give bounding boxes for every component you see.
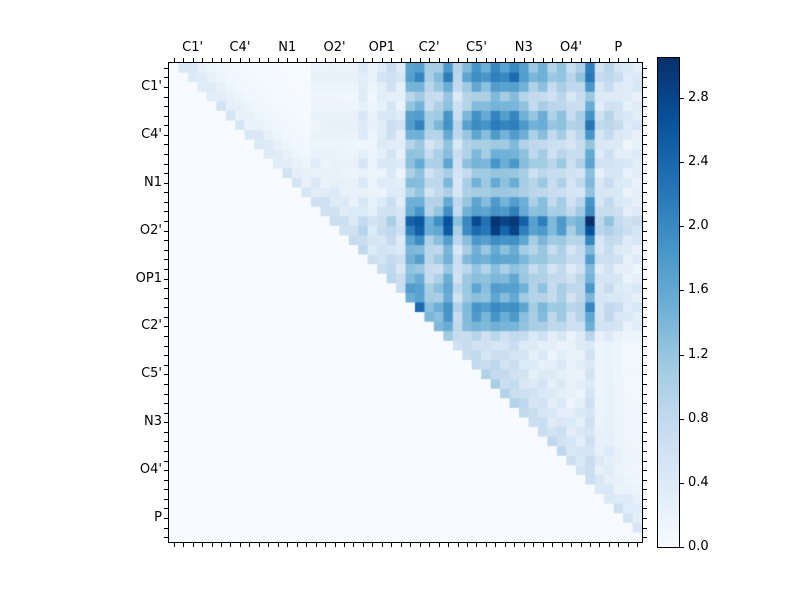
y-tick-label: P <box>154 510 162 526</box>
x-tick-label: N3 <box>514 40 533 55</box>
colorbar-tick-label: 2.8 <box>688 90 709 106</box>
colorbar <box>657 57 680 548</box>
colorbar-tick-label: 0.8 <box>688 410 709 426</box>
colorbar-canvas <box>658 58 679 547</box>
y-tick-label: OP1 <box>135 270 162 286</box>
x-tick-label: C2' <box>418 40 440 55</box>
y-tick-label: N1 <box>144 174 162 190</box>
x-tick-label: N1 <box>278 40 297 55</box>
colorbar-tick-label: 0.0 <box>688 539 709 554</box>
colorbar-tick-label: 2.0 <box>688 218 709 234</box>
colorbar-tick-label: 2.4 <box>688 154 709 170</box>
y-tick-label: C1' <box>141 78 162 94</box>
x-tick-label: OP1 <box>368 40 396 55</box>
x-tick-label: C1' <box>182 40 204 55</box>
x-tick-label: C4' <box>229 40 251 55</box>
plot-area <box>168 62 643 543</box>
y-tick-label: O4' <box>139 462 162 478</box>
y-tick-label: C2' <box>141 318 162 334</box>
x-tick-label: P <box>614 40 623 55</box>
y-tick-label: O2' <box>139 222 162 238</box>
colorbar-tick-label: 1.2 <box>688 346 709 362</box>
x-tick-label: O2' <box>323 40 346 55</box>
x-tick-label: O4' <box>560 40 583 55</box>
heatmap-canvas <box>169 63 642 542</box>
x-tick-label: C5' <box>465 40 487 55</box>
y-tick-label: C5' <box>141 366 162 382</box>
y-tick-label: C4' <box>141 126 162 142</box>
colorbar-tick-label: 0.4 <box>688 474 709 490</box>
y-tick-label: N3 <box>144 414 162 430</box>
colorbar-tick-label: 1.6 <box>688 282 709 298</box>
